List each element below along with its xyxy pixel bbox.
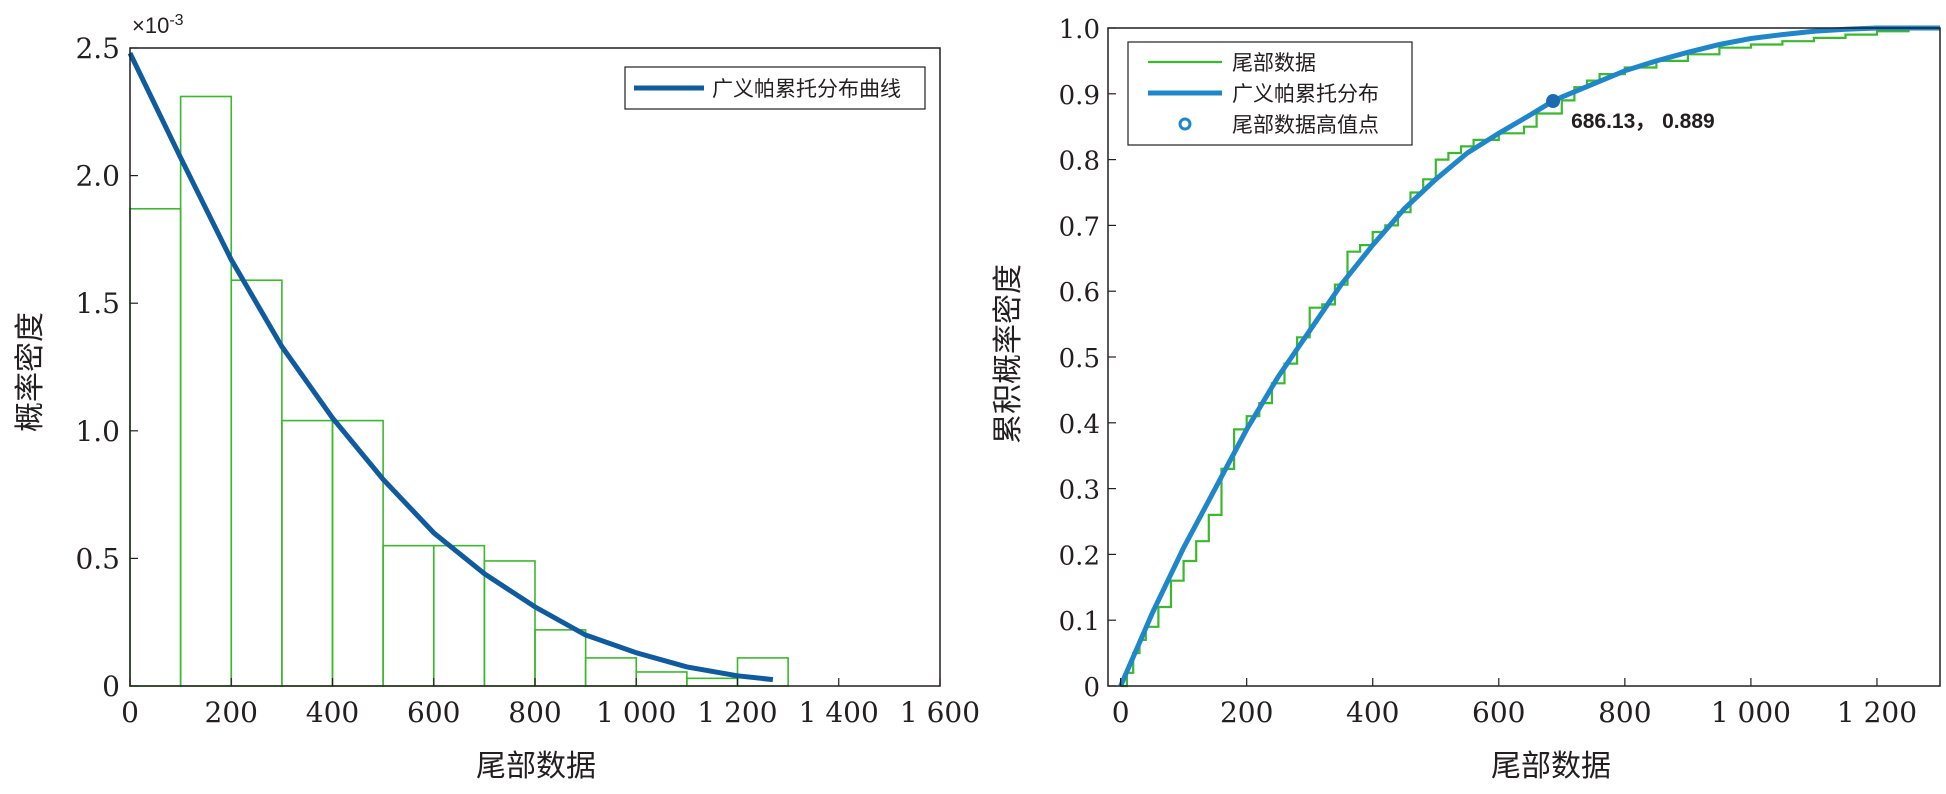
histogram-bar-10 [635,671,688,687]
x-tick-label: 200 [205,696,258,729]
histogram-bar-11 [686,677,739,687]
histogram-bar-8 [534,629,587,687]
y-tick-label: 0 [1083,673,1100,703]
x-tick-label: 1 200 [1837,696,1917,729]
right-x-axis-label: 尾部数据 [1491,749,1611,784]
y-tick-label: 2.5 [75,32,120,65]
legend-swatch-high-value-point [1178,117,1192,131]
y-tick-label: 0.8 [1059,147,1100,177]
y-tick-label: 0.5 [75,542,120,575]
gpd-cdf-curve [1118,25,1940,687]
y-tick-label: 1.0 [1059,15,1100,45]
y-tick-label: 0.1 [1059,607,1100,637]
histogram-bar-4 [331,419,384,687]
histogram-bar-0 [129,207,182,687]
y-exponent-label: ×10-3 [132,12,184,38]
y-tick-label: 2.0 [75,160,120,193]
x-tick-label: 1 200 [697,696,777,729]
y-tick-label: 0 [102,670,120,703]
y-tick-label: 0.9 [1059,81,1100,111]
x-tick-label: 800 [1598,696,1651,729]
high-value-point-label: 686.13， 0.889 [1571,110,1715,133]
y-tick-label: 0.3 [1059,476,1100,506]
high-value-point [1546,94,1561,109]
x-tick-label: 0 [121,696,139,729]
x-tick-label: 400 [1346,696,1399,729]
left-legend: 广义帕累托分布曲线 [624,66,926,110]
right-y-ticks: 0 0.1 0.2 0.3 0.4 0.5 0.6 0.7 0.8 0.9 1.0 [1059,15,1116,703]
legend-label-gpd: 广义帕累托分布 [1232,83,1379,106]
histogram-bar-12 [736,657,789,687]
right-x-ticks: 0 200 400 600 800 1 000 1 200 [1112,678,1917,729]
left-chart: 0 200 400 600 800 1 000 1 200 1 400 1 600 0 0.5 1.… [13,12,980,784]
y-tick-label: 1.0 [75,415,120,448]
left-x-axis-label: 尾部数据 [476,749,596,784]
x-tick-label: 1 000 [596,696,676,729]
right-y-axis-label: 累积概率密度 [991,264,1026,444]
x-tick-label: 400 [306,696,359,729]
y-tick-label: 0.7 [1059,212,1100,242]
y-tick-label: 0.2 [1059,541,1100,571]
x-tick-label: 0 [1112,696,1130,729]
histogram-bar-1 [179,95,233,687]
legend-label-gpd-curve: 广义帕累托分布曲线 [712,78,901,101]
exponent-base: ×10 [132,13,169,38]
histogram-bar-3 [281,419,334,687]
x-tick-label: 1 600 [900,696,980,729]
x-tick-label: 1 000 [1711,696,1791,729]
left-x-ticks: 0 200 400 600 800 1 000 1 200 1 400 1 600 [121,678,980,729]
x-tick-label: 1 400 [799,696,879,729]
y-tick-label: 0.4 [1059,410,1100,440]
histogram-bars [129,95,789,687]
left-y-axis-label: 概率密度 [13,312,48,432]
legend-label-high-value-point: 尾部数据高值点 [1232,114,1379,137]
y-tick-label: 0.5 [1059,344,1100,374]
right-legend: 尾部数据 广义帕累托分布 尾部数据高值点 [1127,41,1413,146]
y-tick-label: 1.5 [75,287,120,320]
x-tick-label: 600 [1472,696,1525,729]
exponent-power: -3 [169,12,183,29]
x-tick-label: 600 [407,696,460,729]
gpd-pdf-curve [127,52,774,683]
histogram-bar-9 [584,657,638,687]
x-tick-label: 800 [508,696,561,729]
left-y-ticks: 0 0.5 1.0 1.5 2.0 2.5 [75,32,138,703]
histogram-bar-5 [382,544,435,687]
x-tick-label: 200 [1220,696,1273,729]
y-tick-label: 0.6 [1059,278,1100,308]
histogram-bar-2 [230,279,283,687]
legend-label-tail-data: 尾部数据 [1232,52,1316,75]
right-chart: 686.13， 0.889 0 200 400 600 800 1 000 1 200 00… [991,15,1941,784]
